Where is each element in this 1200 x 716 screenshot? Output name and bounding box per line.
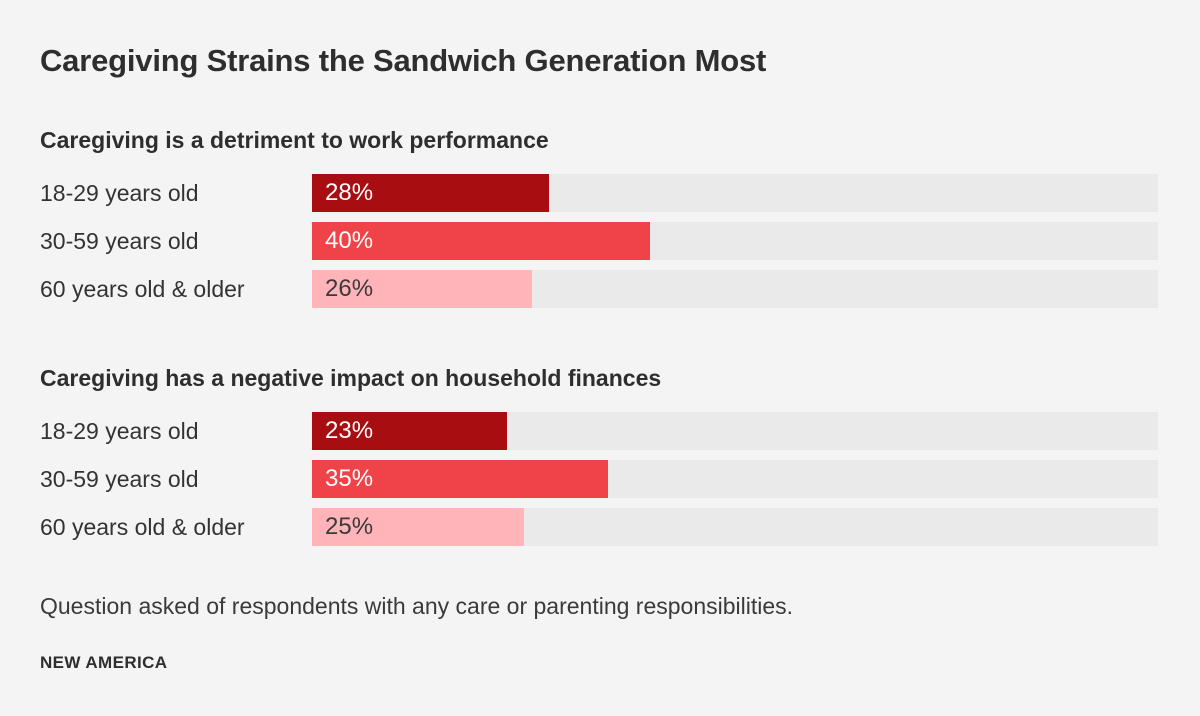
value-label: 25% (325, 513, 374, 540)
bar-row-18-29: 18-29 years old 28% (40, 174, 1158, 212)
bar-rows-finances: 18-29 years old 23% 30-59 years old 35% … (40, 412, 1158, 546)
bar-row-60-older: 60 years old & older 25% (40, 508, 1158, 546)
bar-track: 28% (312, 174, 1158, 212)
category-label: 30-59 years old (40, 465, 199, 492)
bar-track: 35% (312, 460, 1158, 498)
bar-segment: 35% (312, 460, 609, 498)
bar-segment: 40% (312, 222, 651, 260)
footnote: Question asked of respondents with any c… (40, 593, 794, 619)
category-label: 18-29 years old (40, 179, 199, 206)
value-label: 28% (325, 179, 374, 206)
category-label: 18-29 years old (40, 417, 199, 444)
bar-track: 40% (312, 222, 1158, 260)
bar-segment: 28% (312, 174, 549, 212)
category-label: 60 years old & older (40, 513, 245, 540)
bar-row-60-older: 60 years old & older 26% (40, 270, 1158, 308)
bar-row-18-29: 18-29 years old 23% (40, 412, 1158, 450)
bar-rows-work: 18-29 years old 28% 30-59 years old 40% … (40, 174, 1158, 308)
category-label: 30-59 years old (40, 227, 199, 254)
category-label: 60 years old & older (40, 275, 245, 302)
bar-row-30-59: 30-59 years old 35% (40, 460, 1158, 498)
bar-segment: 26% (312, 270, 532, 308)
section-title-work: Caregiving is a detriment to work perfor… (40, 127, 549, 153)
value-label: 40% (325, 227, 374, 254)
section-work-performance: Caregiving is a detriment to work perfor… (40, 127, 1158, 308)
bar-row-30-59: 30-59 years old 40% (40, 222, 1158, 260)
bar-segment: 23% (312, 412, 507, 450)
chart-title: Caregiving Strains the Sandwich Generati… (40, 43, 767, 78)
value-label: 26% (325, 275, 374, 302)
section-title-finances: Caregiving has a negative impact on hous… (40, 365, 662, 391)
source-attribution: NEW AMERICA (40, 653, 168, 672)
bar-segment: 25% (312, 508, 524, 546)
section-household-finances: Caregiving has a negative impact on hous… (40, 365, 1158, 546)
value-label: 23% (325, 417, 374, 444)
bar-track: 23% (312, 412, 1158, 450)
bar-track: 26% (312, 270, 1158, 308)
value-label: 35% (325, 465, 374, 492)
bar-track: 25% (312, 508, 1158, 546)
